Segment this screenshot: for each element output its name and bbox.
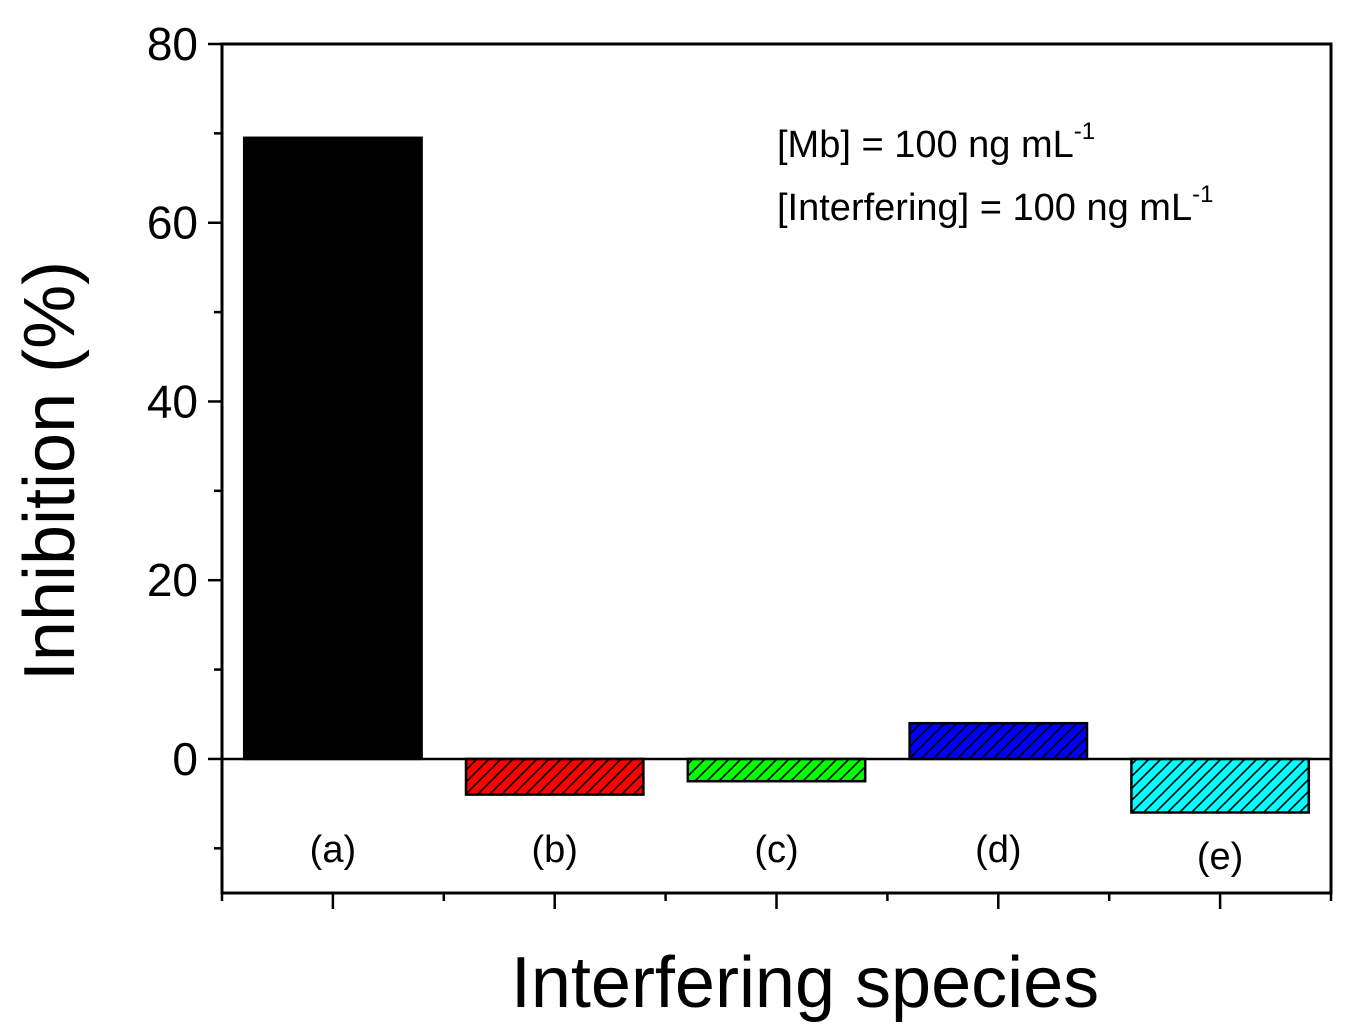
y-tick-label: 0 — [172, 733, 198, 785]
bar-e — [1130, 757, 1311, 814]
y-tick-label: 40 — [147, 375, 198, 427]
x-axis-title: Interfering species — [511, 943, 1099, 1023]
labels: 0 20 40 60 80 (a) (b) (c) (d) (e) — [147, 18, 1243, 878]
y-tick-label: 80 — [147, 18, 198, 70]
bars — [242, 136, 1311, 814]
bar-b — [464, 757, 645, 796]
annotation-text: [Interfering] = 100 ng mL-1 — [777, 181, 1213, 229]
y-tick-label: 60 — [147, 197, 198, 249]
category-label: (c) — [754, 829, 798, 871]
category-label: (d) — [975, 829, 1021, 871]
y-axis-title: Inhibition (%) — [10, 261, 90, 681]
bar-c — [686, 757, 867, 783]
category-label: (e) — [1197, 836, 1243, 878]
annotation-text: [Mb] = 100 ng mL-1 — [777, 118, 1095, 166]
category-label: (a) — [310, 829, 356, 871]
bar-d — [908, 721, 1089, 761]
bar-a — [242, 136, 423, 761]
axes — [208, 42, 1333, 909]
category-label: (b) — [531, 829, 577, 871]
y-tick-label: 20 — [147, 554, 198, 606]
annotation: [Mb] = 100 ng mL-1 [Interfering] = 100 ng… — [777, 118, 1213, 229]
